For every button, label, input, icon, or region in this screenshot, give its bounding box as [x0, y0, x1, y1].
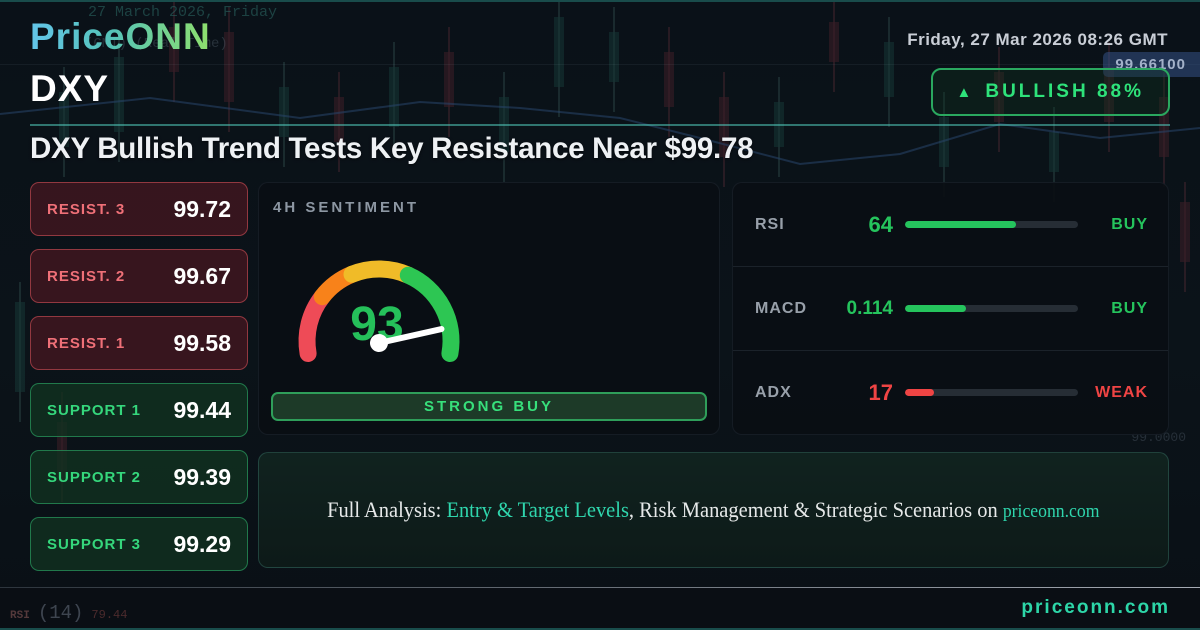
indicator-name: RSI	[755, 215, 785, 233]
background-rsi-readout: RSI (14) 79.44	[10, 602, 127, 624]
strong-buy-button[interactable]: STRONG BUY	[271, 392, 707, 421]
indicator-row-macd: MACD 0.114 BUY	[733, 266, 1168, 350]
datetime-label: Friday, 27 Mar 2026 08:26 GMT	[907, 30, 1168, 49]
indicator-bar	[905, 221, 1078, 228]
indicator-bar-fill	[905, 221, 1016, 228]
footer-bar: RSI (14) 79.44 priceonn.com	[0, 588, 1200, 628]
indicator-signal: WEAK	[1095, 383, 1148, 401]
indicator-bar	[905, 389, 1078, 396]
analysis-banner: Full Analysis: Entry & Target Levels, Ri…	[258, 452, 1169, 568]
resistance-3-card: RESIST. 3 99.72	[30, 182, 248, 236]
resistance-1-card: RESIST. 1 99.58	[30, 316, 248, 370]
level-value: 99.44	[173, 396, 231, 423]
indicator-bar	[905, 305, 1078, 312]
background-date-text: 27 March 2026, Friday	[88, 4, 278, 21]
bullish-badge[interactable]: ▲ BULLISH 88%	[930, 68, 1170, 116]
footer-divider	[0, 587, 1200, 588]
rsi-value: 79.44	[91, 608, 128, 622]
sentiment-panel-title: 4H SENTIMENT	[273, 199, 420, 216]
level-value: 99.67	[173, 262, 231, 289]
indicator-value: 0.114	[846, 297, 894, 319]
indicator-value: 17	[868, 379, 893, 405]
sentiment-panel: 4H SENTIMENT 93 STRONG BUY	[258, 182, 720, 435]
indicator-signal: BUY	[1111, 215, 1148, 233]
background-timezone-text: (GMT) (Real Time)	[85, 36, 228, 52]
indicator-name: ADX	[755, 383, 792, 401]
header-divider	[30, 124, 1170, 126]
levels-panel: RESIST. 3 99.72 RESIST. 2 99.67 RESIST. …	[30, 182, 248, 584]
indicator-bar-fill	[905, 389, 935, 396]
level-label: SUPPORT 3	[47, 535, 142, 553]
level-label: SUPPORT 1	[47, 401, 142, 419]
headline: DXY Bullish Trend Tests Key Resistance N…	[30, 132, 754, 165]
indicator-bar-fill	[905, 305, 966, 312]
indicator-row-rsi: RSI 64 BUY	[733, 183, 1168, 266]
level-label: SUPPORT 2	[47, 468, 142, 486]
indicator-row-adx: ADX 17 WEAK	[733, 350, 1168, 434]
entry-target-levels-link[interactable]: Entry & Target Levels	[446, 497, 630, 522]
level-label: RESIST. 1	[47, 334, 126, 352]
brand-logo: PriceONN	[30, 16, 211, 57]
gauge-arc-red	[298, 288, 331, 362]
banner-prefix: Full Analysis:	[327, 497, 447, 522]
indicator-name: MACD	[755, 299, 807, 317]
level-value: 99.29	[173, 530, 231, 557]
indicator-value: 64	[868, 211, 893, 237]
rsi-label: RSI	[10, 610, 30, 622]
level-label: RESIST. 3	[47, 200, 126, 218]
resistance-2-card: RESIST. 2 99.67	[30, 249, 248, 303]
background-ma-line	[0, 96, 1200, 166]
support-3-card: SUPPORT 3 99.29	[30, 517, 248, 571]
level-value: 99.39	[173, 463, 231, 490]
gauge-needle	[370, 326, 445, 352]
level-value: 99.58	[173, 329, 231, 356]
indicator-signal: BUY	[1111, 299, 1148, 317]
analysis-banner-text: Full Analysis: Entry & Target Levels, Ri…	[327, 497, 1099, 523]
level-value: 99.72	[173, 195, 231, 222]
symbol-title: DXY	[30, 68, 110, 109]
background-gridline	[0, 64, 1200, 65]
rsi-period: (14)	[37, 602, 84, 624]
banner-middle: , Risk Management & Strategic Scenarios …	[629, 497, 1004, 522]
banner-site-link[interactable]: priceonn.com	[1003, 501, 1100, 522]
sentiment-gauge: 93	[298, 260, 460, 362]
up-triangle-icon: ▲	[956, 83, 972, 101]
level-label: RESIST. 2	[47, 267, 126, 285]
footer-site-link[interactable]: priceonn.com	[1021, 597, 1170, 618]
bullish-badge-label: BULLISH 88%	[985, 81, 1144, 102]
gauge-arc-green	[399, 266, 460, 362]
indicators-panel: RSI 64 BUY MACD 0.114 BUY ADX 17 WEAK	[732, 182, 1169, 435]
support-2-card: SUPPORT 2 99.39	[30, 450, 248, 504]
support-1-card: SUPPORT 1 99.44	[30, 383, 248, 437]
